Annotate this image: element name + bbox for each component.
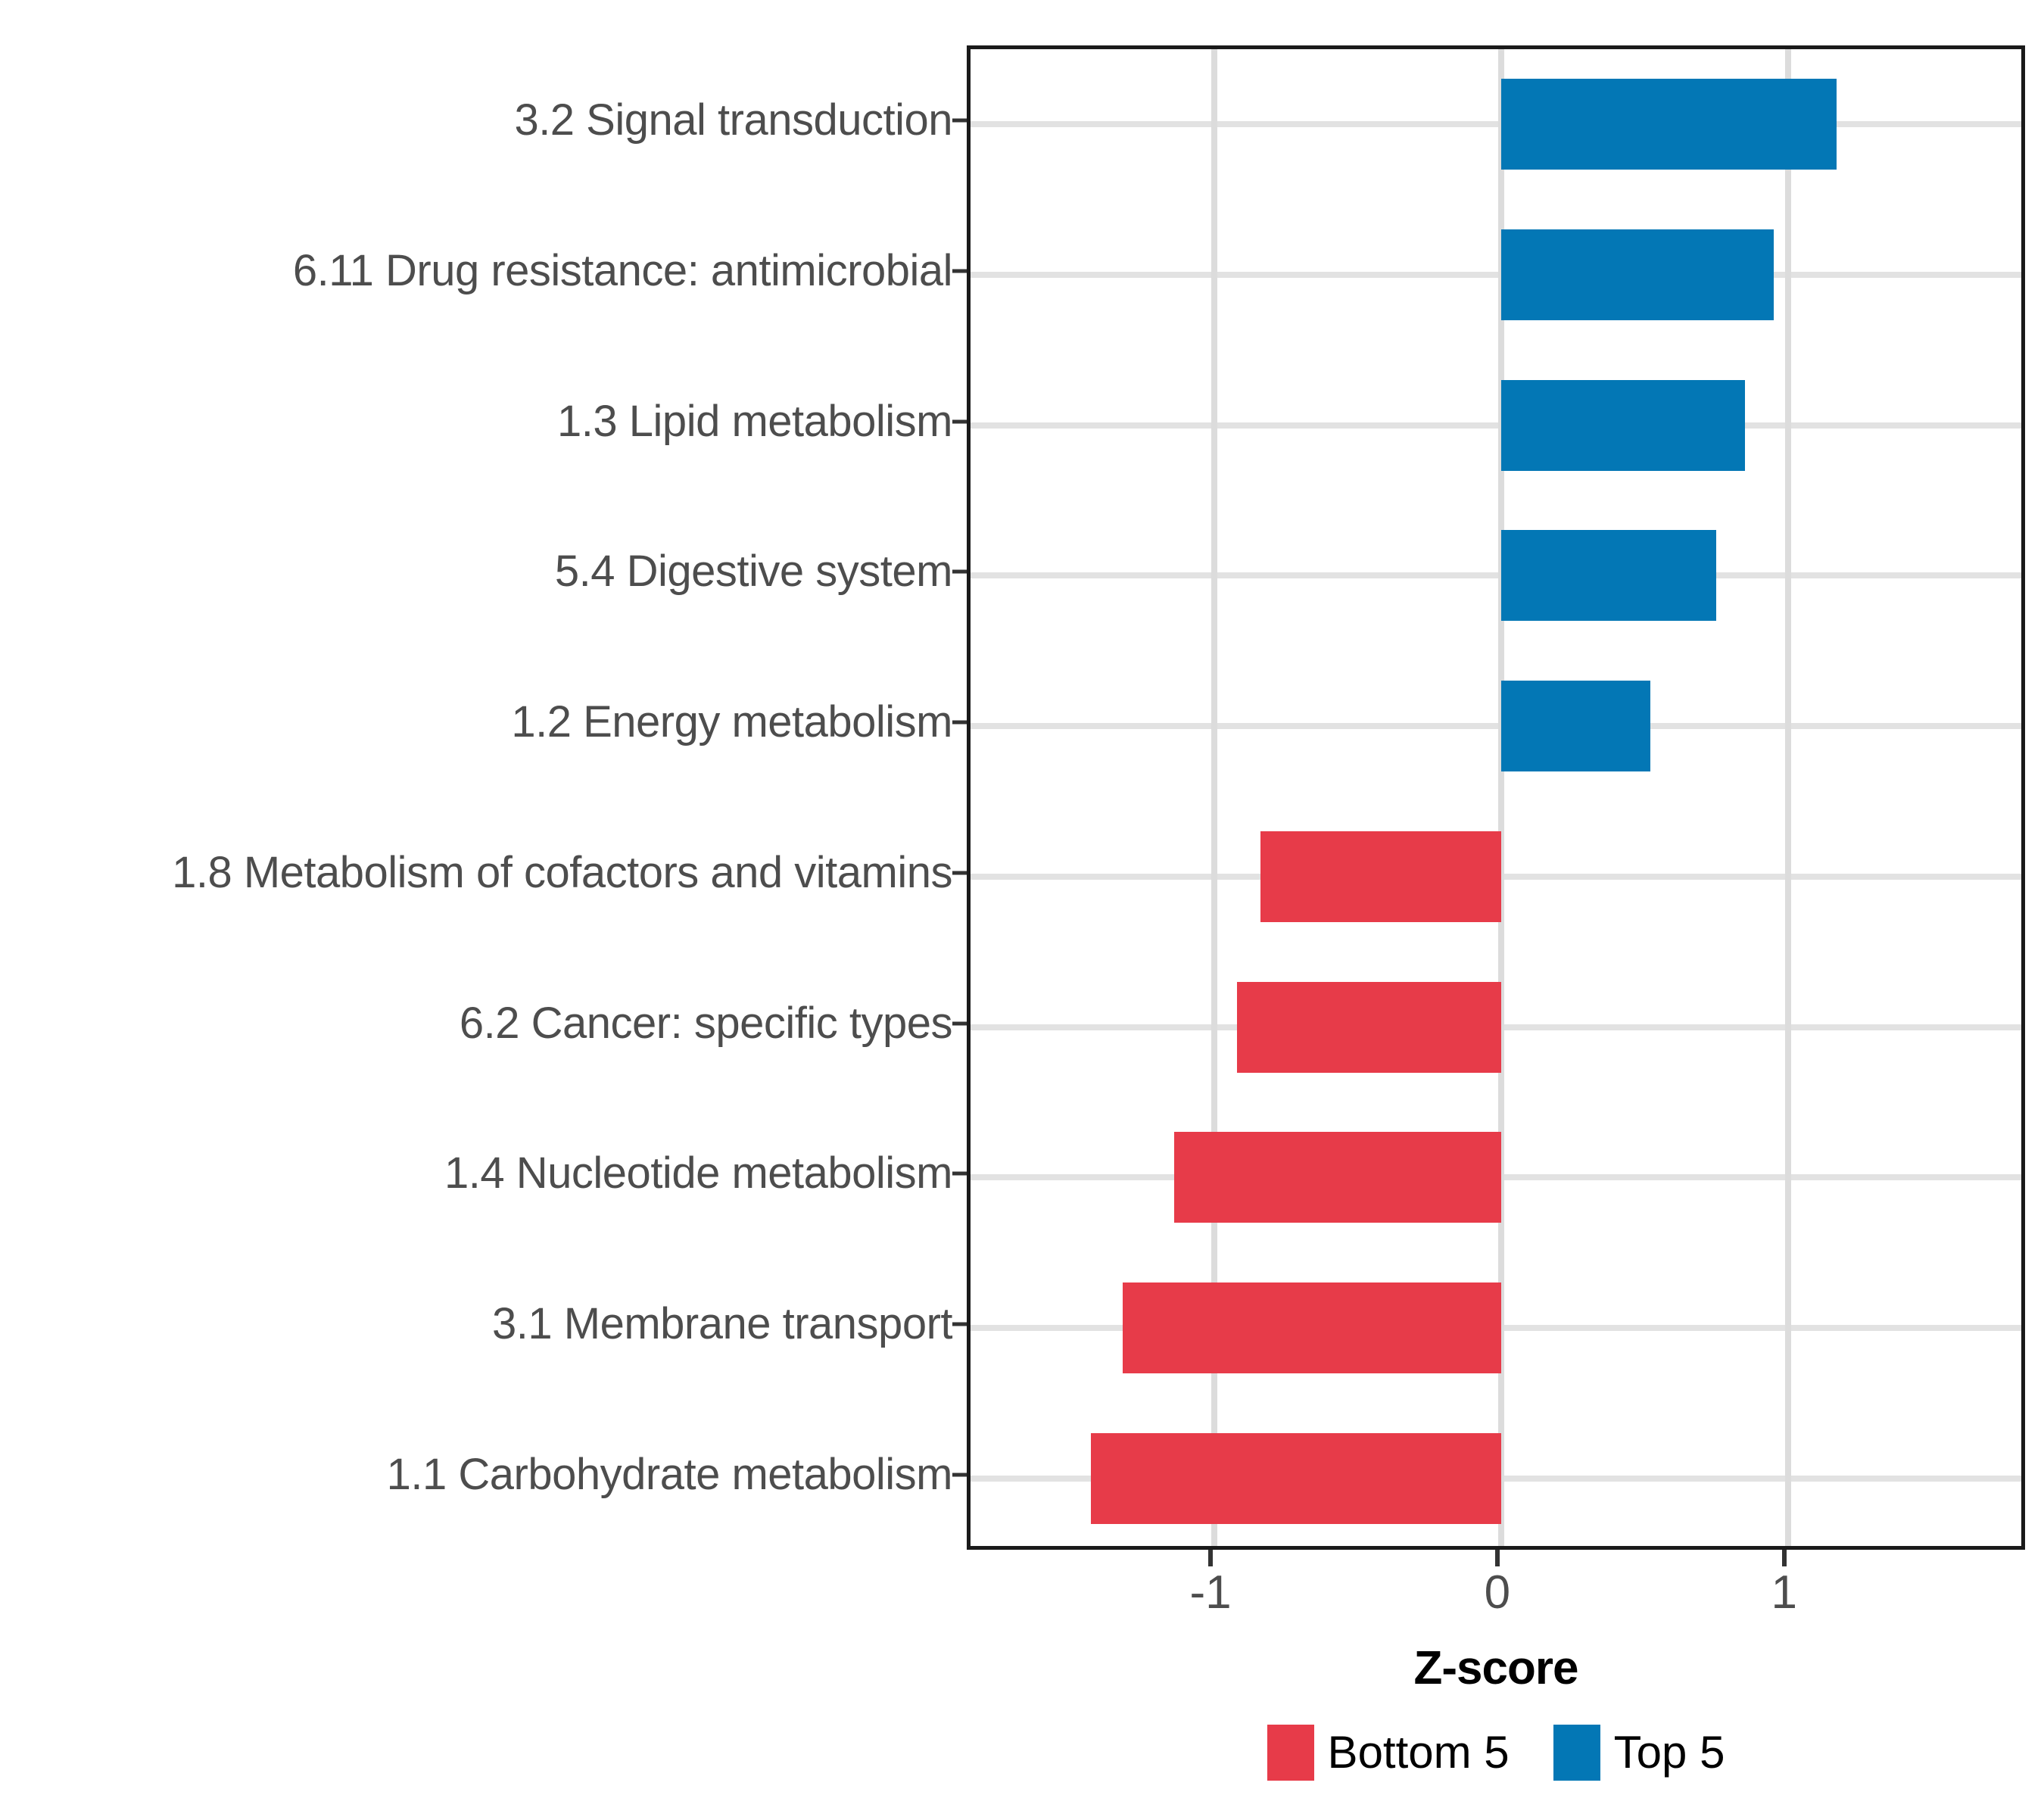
y-axis-tick-label: 1.8 Metabolism of cofactors and vitamins (172, 847, 952, 897)
legend-swatch-icon (1553, 1725, 1600, 1781)
y-axis-tick-mark (952, 569, 967, 574)
y-axis-tick-mark (952, 1171, 967, 1176)
y-axis-tick-label: 3.1 Membrane transport (492, 1298, 952, 1348)
y-axis-tick-label: 1.1 Carbohydrate metabolism (386, 1449, 953, 1499)
x-axis-title: Z-score (1413, 1642, 1579, 1694)
plot-panel (967, 45, 2025, 1550)
y-axis-tick-label: 3.2 Signal transduction (514, 95, 952, 145)
x-axis-tick-label: 0 (1484, 1566, 1511, 1619)
horizontal-gridline (971, 272, 2021, 279)
y-axis-tick-mark (952, 1473, 967, 1477)
y-axis-tick-label: 6.11 Drug resistance: antimicrobial (292, 246, 953, 296)
chart-legend: Bottom 5 Top 5 (967, 1725, 2025, 1781)
y-axis-tick-label: 6.2 Cancer: specific types (459, 998, 953, 1048)
vertical-gridline (1211, 49, 1218, 1546)
legend-label: Bottom 5 (1327, 1727, 1510, 1778)
x-axis-tick-mark (1494, 1550, 1500, 1566)
y-axis-labels: 3.2 Signal transduction 6.11 Drug resista… (0, 45, 967, 1550)
y-axis-tick-label: 1.2 Energy metabolism (511, 697, 952, 747)
horizontal-gridline (971, 572, 2021, 579)
y-axis-tick-mark (952, 1021, 967, 1026)
bar (1122, 1282, 1501, 1373)
bar (1091, 1432, 1501, 1524)
bar (1500, 530, 1717, 622)
x-axis-tick-mark (1781, 1550, 1787, 1566)
y-axis-tick-mark (952, 871, 967, 875)
horizontal-gridline (971, 723, 2021, 730)
y-axis-tick-mark (952, 720, 967, 725)
y-axis-tick-label: 1.3 Lipid metabolism (557, 396, 952, 446)
y-axis-tick-mark (952, 269, 967, 273)
x-axis-tick-labels: -1 0 1 (967, 1569, 2025, 1630)
vertical-gridline (1784, 49, 1791, 1546)
x-axis-tick-label: -1 (1189, 1566, 1232, 1619)
bar (1500, 229, 1774, 321)
x-axis-tick-label: 1 (1771, 1566, 1797, 1619)
bar (1500, 79, 1837, 170)
bar (1500, 379, 1745, 471)
bar (1237, 981, 1501, 1073)
bar (1173, 1132, 1501, 1223)
bar (1260, 831, 1501, 922)
vertical-gridline (1497, 49, 1504, 1546)
bar (1500, 681, 1650, 772)
y-axis-tick-label: 1.4 Nucleotide metabolism (444, 1148, 952, 1198)
legend-item[interactable]: Top 5 (1553, 1725, 1725, 1781)
y-axis-tick-mark (952, 1322, 967, 1326)
y-axis-tick-mark (952, 419, 967, 424)
y-axis-tick-label: 5.4 Digestive system (554, 547, 953, 597)
horizontal-gridline (971, 422, 2021, 429)
legend-item[interactable]: Bottom 5 (1267, 1725, 1510, 1781)
horizontal-gridline (971, 121, 2021, 128)
legend-label: Top 5 (1613, 1727, 1725, 1778)
y-axis-tick-mark (952, 118, 967, 123)
x-axis-ticks (967, 1550, 2025, 1572)
x-axis-tick-mark (1208, 1550, 1214, 1566)
legend-swatch-icon (1267, 1725, 1314, 1781)
